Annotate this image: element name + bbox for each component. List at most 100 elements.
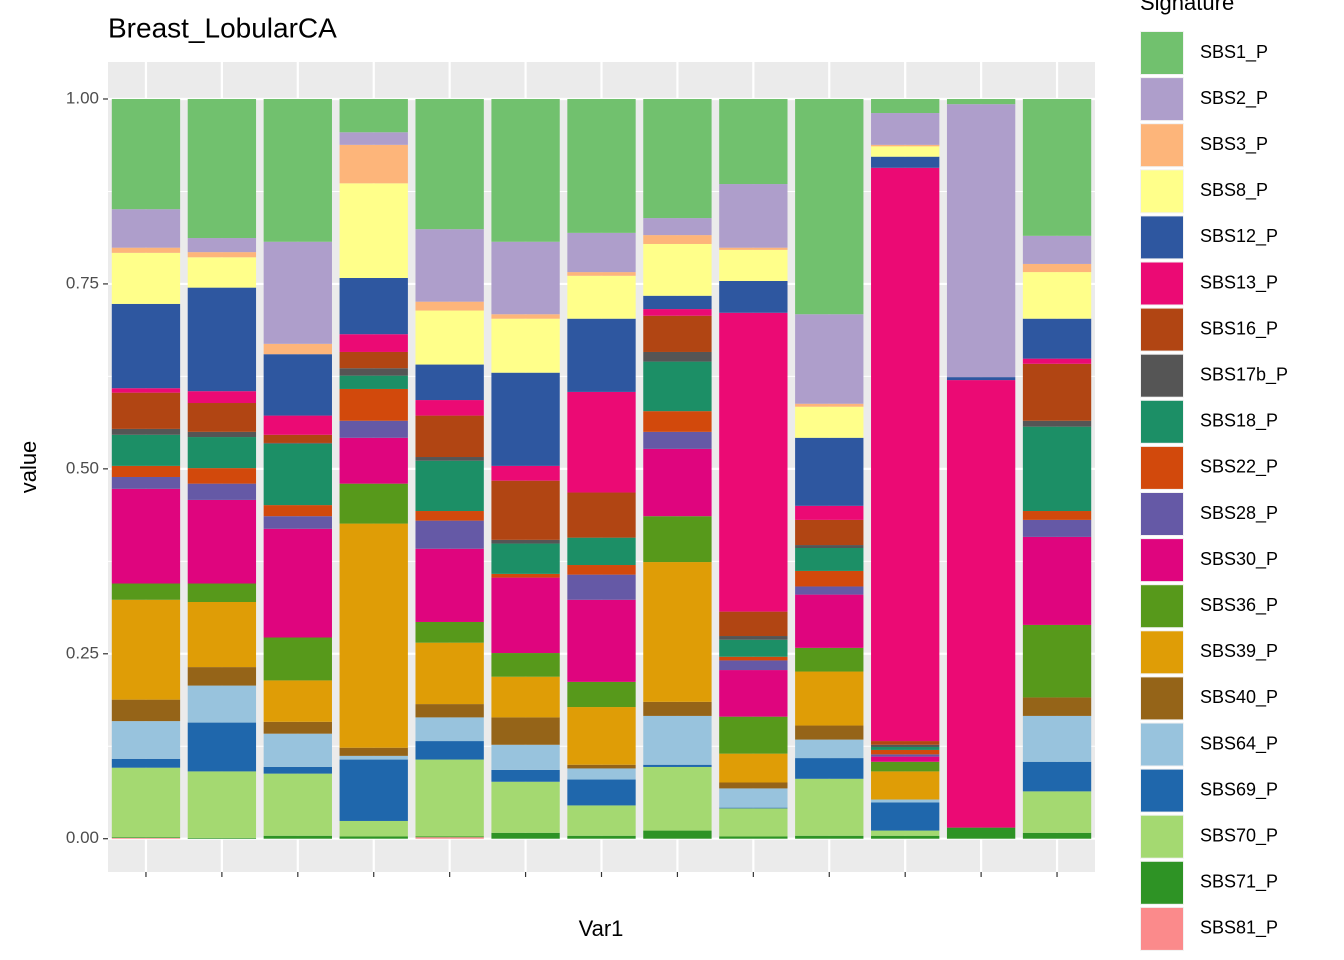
bar-segment <box>1022 420 1092 427</box>
legend-swatch <box>1141 585 1183 628</box>
bar-segment <box>567 764 636 769</box>
bar-segment <box>946 98 1016 105</box>
bar-segment <box>415 704 484 718</box>
bar-segment <box>643 411 712 432</box>
bar-segment <box>415 457 484 461</box>
bar-segment <box>111 767 181 838</box>
bar-segment <box>719 312 788 612</box>
bar-segment <box>187 583 257 602</box>
bar-segment <box>1022 235 1092 264</box>
bar-segment <box>719 247 788 250</box>
bar-segment <box>187 238 257 253</box>
bar-segment <box>795 406 864 438</box>
bar-segment <box>491 241 560 315</box>
bar-segment <box>187 771 257 838</box>
y-tick-label: 0.00 <box>66 828 99 847</box>
bar-segment <box>643 235 712 244</box>
bar-segment <box>795 314 864 404</box>
legend-swatch <box>1141 907 1183 950</box>
bar-segment <box>187 685 257 723</box>
legend-swatch <box>1141 170 1183 213</box>
bar-segment <box>263 415 332 435</box>
bar-segment <box>719 280 788 313</box>
bar-segment <box>946 104 1016 378</box>
bar-segment <box>719 670 788 717</box>
bar-segment <box>871 830 940 836</box>
bar-segment <box>111 98 181 210</box>
bar-segment <box>111 209 181 248</box>
bar-segment <box>263 721 332 734</box>
bar-segment <box>719 788 788 808</box>
legend-label: SBS70_P <box>1200 825 1278 846</box>
bar-segment <box>339 755 408 760</box>
bar-segment <box>719 611 788 637</box>
bar-segment <box>1022 318 1092 359</box>
bar-segment <box>643 764 712 767</box>
bar-segment <box>491 744 560 770</box>
bar-segment <box>643 516 712 563</box>
bar-segment <box>339 375 408 389</box>
bar-segment <box>1022 832 1092 839</box>
legend-label: SBS3_P <box>1200 134 1268 155</box>
bar-segment <box>1022 272 1092 319</box>
bar-segment <box>415 717 484 742</box>
bar-segment <box>567 574 636 600</box>
bar-segment <box>871 113 940 145</box>
bar-segment <box>339 98 408 133</box>
bar-segment <box>1022 263 1092 273</box>
bar-segment <box>1022 791 1092 833</box>
bar-segment <box>263 241 332 344</box>
bar-segment <box>339 820 408 837</box>
bar-segment <box>567 98 636 233</box>
y-tick-label: 1.00 <box>66 88 99 107</box>
bar-segment <box>415 229 484 302</box>
bar-segment <box>339 747 408 756</box>
bar-segment <box>795 739 864 759</box>
bar-segment <box>187 391 257 404</box>
bar-segment <box>567 272 636 276</box>
legend-swatch <box>1141 446 1183 489</box>
bar-segment <box>415 621 484 643</box>
bar-segment <box>795 835 864 839</box>
bar-segment <box>719 636 788 640</box>
y-axis-label: value <box>16 441 41 494</box>
bar-segment <box>871 746 940 750</box>
bar-segment <box>795 586 864 595</box>
bar-segment <box>719 639 788 657</box>
bar-segment <box>871 167 940 742</box>
legend-swatch <box>1141 262 1183 305</box>
legend-swatch <box>1141 216 1183 259</box>
bar-segment <box>415 460 484 512</box>
bar-segment <box>415 520 484 549</box>
bar-segment <box>263 637 332 681</box>
bar-segment <box>187 437 257 469</box>
bar-segment <box>795 671 864 726</box>
bar-segment <box>643 766 712 831</box>
bar-segment <box>795 725 864 740</box>
legend-swatch <box>1141 32 1183 74</box>
legend-label: SBS30_P <box>1200 549 1278 570</box>
bar-segment <box>339 278 408 335</box>
bar-segment <box>111 721 181 759</box>
bar-segment <box>946 380 1016 828</box>
legend-swatch <box>1141 769 1183 812</box>
bar-segment <box>263 354 332 416</box>
bar-segment <box>567 318 636 392</box>
legend-swatch <box>1141 723 1183 766</box>
bar-segment <box>795 594 864 648</box>
bar-segment <box>263 343 332 355</box>
bar-segment <box>111 247 181 253</box>
bar-segment <box>871 156 940 168</box>
bar-segment <box>111 699 181 722</box>
bar-segment <box>263 516 332 529</box>
legend-label: SBS13_P <box>1200 272 1278 293</box>
bar-segment <box>1022 358 1092 364</box>
bar-segment <box>491 781 560 833</box>
bar-segment <box>415 548 484 622</box>
bar-segment <box>415 836 484 838</box>
bar-segment <box>263 680 332 722</box>
bar-segment <box>871 802 940 831</box>
bar-segment <box>111 476 181 489</box>
legend-label: SBS22_P <box>1200 457 1278 478</box>
